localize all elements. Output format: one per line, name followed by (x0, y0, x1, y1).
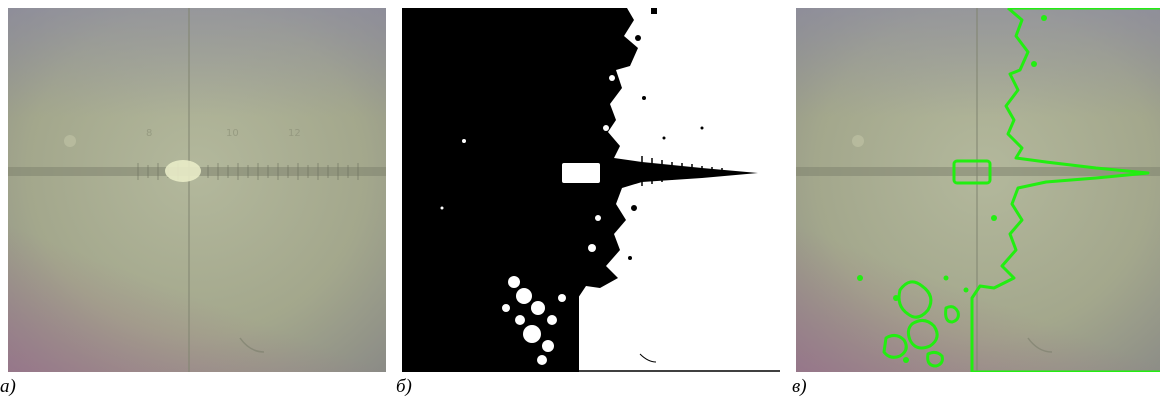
contour-overlay-panel (796, 8, 1160, 372)
caption-c: в) (792, 376, 807, 397)
scale-number: 12 (288, 128, 301, 139)
caption-a: а) (0, 376, 16, 397)
photo-panel-original: 8 10 12 (8, 8, 386, 372)
binary-mask-panel (402, 8, 780, 372)
caption-b: б) (396, 376, 412, 397)
scale-number: 10 (226, 128, 239, 139)
binary-mask-image (402, 8, 780, 372)
contour-overlay-image (796, 8, 1160, 372)
scale-number: 8 (146, 128, 152, 139)
bright-spot (165, 160, 201, 182)
mask-black-region (402, 8, 758, 372)
mask-spot (562, 163, 600, 183)
green-contour (882, 8, 1160, 372)
original-photo: 8 10 12 (8, 8, 386, 372)
